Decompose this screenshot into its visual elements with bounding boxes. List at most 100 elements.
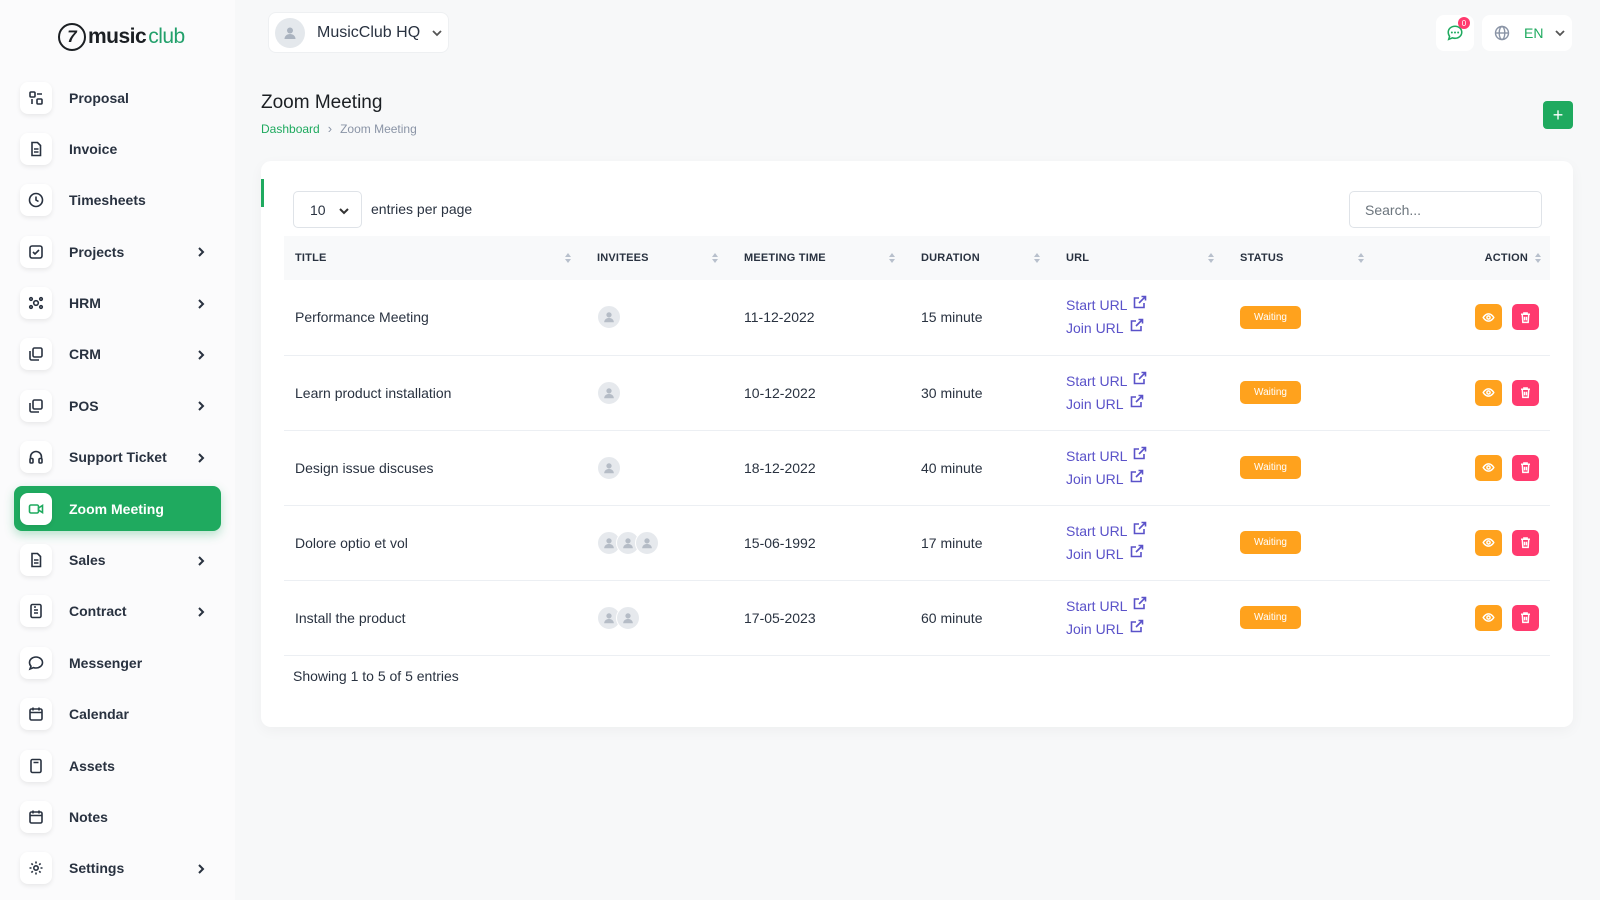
- external-link-icon: [1127, 595, 1148, 618]
- table-row: Learn product installation 10-12-2022 30 m…: [284, 355, 1550, 431]
- external-link-icon: [1127, 370, 1148, 393]
- sidebar-item-messenger[interactable]: Messenger: [14, 640, 221, 685]
- start-url-label: Start URL: [1066, 597, 1128, 614]
- headphones-icon: [20, 441, 52, 474]
- sidebar-item-calendar[interactable]: Calendar: [14, 692, 221, 737]
- delete-button[interactable]: [1512, 604, 1539, 631]
- sidebar-item-pos[interactable]: POS: [14, 383, 221, 428]
- start-url-link[interactable]: Start URL: [1066, 520, 1229, 543]
- join-url-link[interactable]: Join URL: [1066, 618, 1229, 641]
- cell-action: [1379, 505, 1550, 581]
- delete-button[interactable]: [1512, 379, 1539, 406]
- sidebar-item-label: CRM: [69, 346, 101, 363]
- breadcrumb: Dashboard › Zoom Meeting: [261, 121, 417, 136]
- invitee-avatar[interactable]: [597, 380, 621, 405]
- cell-invitees: [586, 580, 733, 656]
- external-link-icon: [1124, 317, 1145, 340]
- start-url-link[interactable]: Start URL: [1066, 445, 1229, 468]
- breadcrumb-dashboard[interactable]: Dashboard: [261, 121, 320, 136]
- add-meeting-button[interactable]: +: [1543, 101, 1573, 129]
- sidebar-item-label: Projects: [69, 243, 125, 260]
- proposal-icon: [20, 81, 52, 114]
- sort-icon: [1534, 251, 1542, 265]
- chat-icon: [1447, 25, 1463, 41]
- messages-button[interactable]: 0: [1436, 15, 1474, 51]
- col-meeting-time[interactable]: MEETING TIME: [733, 236, 910, 280]
- start-url-link[interactable]: Start URL: [1066, 595, 1229, 618]
- view-button[interactable]: [1475, 454, 1502, 481]
- cell-meeting-time: 18-12-2022: [733, 430, 910, 506]
- col-title[interactable]: TITLE: [284, 236, 586, 280]
- invitee-avatar[interactable]: [597, 305, 621, 330]
- chevron-right-icon: [195, 605, 207, 617]
- cell-invitees: [586, 355, 733, 431]
- view-button[interactable]: [1475, 379, 1502, 406]
- logo-word-bold: music: [88, 25, 147, 48]
- invitee-avatar[interactable]: [616, 605, 640, 630]
- view-button[interactable]: [1475, 529, 1502, 556]
- col-title-label: TITLE: [295, 252, 327, 264]
- file-icon: [20, 544, 52, 577]
- start-url-link[interactable]: Start URL: [1066, 370, 1229, 393]
- per-page-select[interactable]: 10: [293, 191, 362, 228]
- status-badge: Waiting: [1240, 531, 1301, 554]
- chevron-right-icon: [195, 399, 207, 412]
- delete-button[interactable]: [1512, 454, 1539, 481]
- invitee-avatar[interactable]: [635, 530, 659, 555]
- sidebar-item-notes[interactable]: Notes: [14, 794, 221, 839]
- sidebar-item-label: Settings: [69, 860, 125, 877]
- sidebar-item-timesheets[interactable]: Timesheets: [14, 178, 221, 223]
- page-title: Zoom Meeting: [261, 92, 383, 113]
- status-badge: Waiting: [1240, 456, 1301, 479]
- col-status[interactable]: STATUS: [1229, 236, 1379, 280]
- col-duration[interactable]: DURATION: [910, 236, 1055, 280]
- table-row: Install the product 17-05-2023 60 minute St…: [284, 580, 1550, 656]
- col-invitees[interactable]: INVITEES: [586, 236, 733, 280]
- message-icon: [20, 646, 52, 679]
- sidebar-item-zoom-meeting[interactable]: Zoom Meeting: [14, 486, 221, 532]
- sort-icon: [1357, 251, 1365, 265]
- cell-title: Design issue discuses: [284, 430, 586, 506]
- workspace-switcher[interactable]: MusicClub HQ: [268, 12, 449, 53]
- delete-button[interactable]: [1512, 304, 1539, 331]
- join-url-link[interactable]: Join URL: [1066, 468, 1229, 491]
- video-icon: [20, 492, 52, 525]
- col-url[interactable]: URL: [1055, 236, 1229, 280]
- sidebar-item-sales[interactable]: Sales: [14, 538, 221, 583]
- sidebar-item-contract[interactable]: Contract: [14, 589, 221, 634]
- view-button[interactable]: [1475, 604, 1502, 631]
- sidebar-item-support-ticket[interactable]: Support Ticket: [14, 435, 221, 480]
- sidebar-item-crm[interactable]: CRM: [14, 332, 221, 377]
- view-button[interactable]: [1475, 304, 1502, 331]
- eye-icon: [1482, 613, 1495, 622]
- sort-icon: [711, 251, 719, 265]
- sidebar-item-projects[interactable]: Projects: [14, 229, 221, 274]
- status-badge: Waiting: [1240, 606, 1301, 629]
- cell-title: Learn product installation: [284, 355, 586, 431]
- users-icon: [20, 287, 52, 320]
- sidebar-item-settings[interactable]: Settings: [14, 846, 221, 891]
- cell-status: Waiting: [1229, 430, 1379, 506]
- sidebar-item-label: Calendar: [69, 706, 129, 723]
- brand-logo[interactable]: 7 music club: [58, 20, 185, 54]
- col-action[interactable]: ACTION: [1379, 236, 1550, 280]
- join-url-link[interactable]: Join URL: [1066, 317, 1229, 340]
- sidebar-item-hrm[interactable]: HRM: [14, 281, 221, 326]
- language-selector[interactable]: EN: [1482, 15, 1572, 51]
- sidebar-item-assets[interactable]: Assets: [14, 743, 221, 788]
- workspace-name: MusicClub HQ: [317, 23, 421, 41]
- join-url-link[interactable]: Join URL: [1066, 393, 1229, 416]
- sidebar-item-invoice[interactable]: Invoice: [14, 126, 221, 171]
- start-url-link[interactable]: Start URL: [1066, 294, 1229, 317]
- join-url-label: Join URL: [1066, 320, 1124, 337]
- join-url-link[interactable]: Join URL: [1066, 543, 1229, 566]
- start-url-label: Start URL: [1066, 372, 1128, 389]
- start-url-label: Start URL: [1066, 297, 1128, 314]
- sidebar-item-proposal[interactable]: Proposal: [14, 75, 221, 120]
- search-input[interactable]: [1349, 191, 1542, 228]
- delete-button[interactable]: [1512, 529, 1539, 556]
- sidebar-item-label: Assets: [69, 757, 115, 774]
- chevron-right-icon: ›: [327, 121, 333, 136]
- eye-icon: [1482, 538, 1495, 547]
- invitee-avatar[interactable]: [597, 455, 621, 480]
